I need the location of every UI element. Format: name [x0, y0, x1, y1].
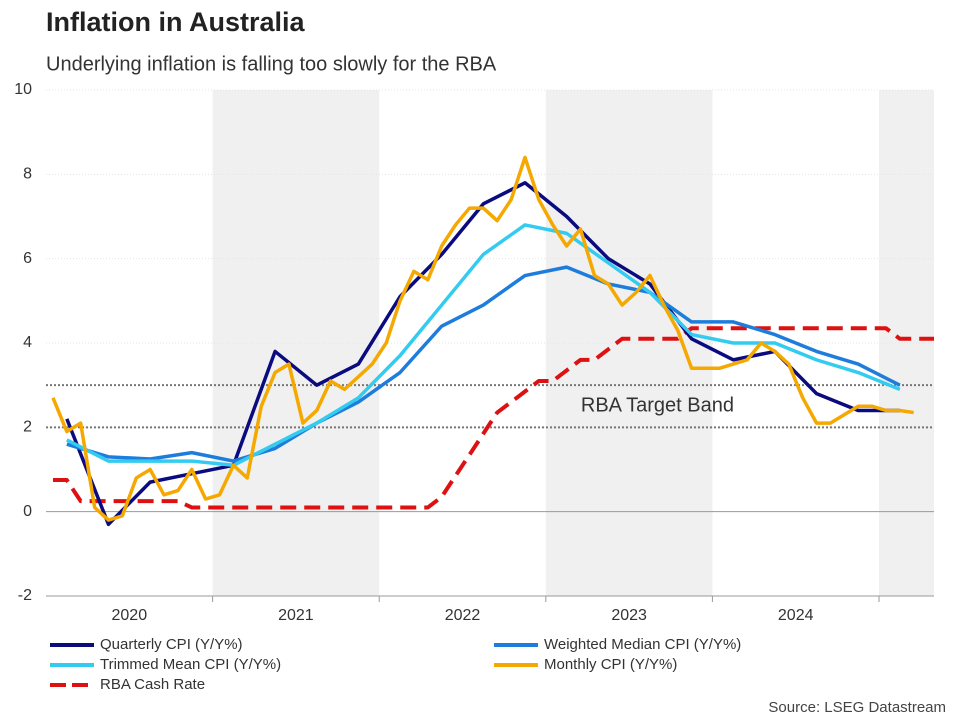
- chart-subtitle: Underlying inflation is falling too slow…: [46, 53, 497, 75]
- x-tick-label: 2024: [778, 607, 814, 624]
- y-tick-label: -2: [18, 587, 32, 604]
- series-line: [66, 265, 901, 463]
- chart-title: Inflation in Australia: [46, 7, 306, 37]
- series-line: [51, 155, 914, 522]
- x-tick-label: 2020: [112, 607, 148, 624]
- legend-label: RBA Cash Rate: [100, 676, 205, 693]
- series-line: [52, 326, 934, 510]
- series-line: [65, 181, 900, 527]
- series-line: [66, 223, 901, 468]
- y-tick-label: 4: [23, 334, 32, 351]
- legend-label: Trimmed Mean CPI (Y/Y%): [100, 656, 281, 673]
- y-tick-label: 6: [23, 250, 32, 267]
- y-tick-label: 0: [23, 503, 32, 520]
- annotation: RBA Target Band: [581, 395, 734, 417]
- x-tick-label: 2021: [278, 607, 314, 624]
- source: Source: LSEG Datastream: [768, 699, 946, 716]
- y-tick-label: 10: [14, 81, 32, 98]
- x-tick-label: 2023: [611, 607, 647, 624]
- y-tick-label: 2: [23, 419, 32, 436]
- x-tick-label: 2022: [445, 607, 481, 624]
- year-band: [545, 90, 713, 596]
- legend-label: Quarterly CPI (Y/Y%): [100, 636, 243, 653]
- legend-label: Monthly CPI (Y/Y%): [544, 656, 677, 673]
- y-tick-label: 8: [23, 166, 32, 183]
- legend-label: Weighted Median CPI (Y/Y%): [544, 636, 741, 653]
